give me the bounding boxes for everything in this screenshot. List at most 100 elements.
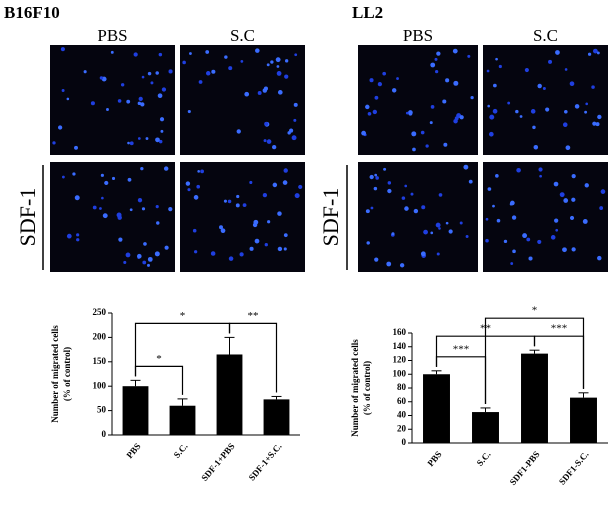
cell-dot [401,196,406,200]
cell-dot [599,206,604,210]
cell-dot [185,181,191,186]
cell-dot [276,71,282,76]
cell-dot [366,241,370,245]
cell-dot [486,69,490,73]
cell-dot [492,204,495,208]
cell-dot [76,238,80,242]
cell-dot [284,59,289,63]
cell-dot [147,263,150,267]
cell-dot [467,54,471,58]
cell-dot [582,219,588,224]
cell-dot [459,115,464,120]
cell-dot [554,218,559,223]
cell-dot [276,65,280,68]
cell-dot [383,167,387,171]
cell-dot [430,231,434,235]
x-tick-label: SDF-1+S.C. [247,441,284,482]
cell-dot [435,69,439,74]
x-tick-label: SDF1-PBS [508,449,542,487]
cell-dot [189,52,192,55]
panel-label: LL2 [352,3,383,22]
cell-dot [220,228,226,234]
cell-dot [488,131,494,137]
cell-dot [242,203,247,208]
cell-dot [129,208,133,212]
cell-dot [154,251,160,257]
cell-dot [435,222,441,228]
y-tick-label: 250 [93,307,107,317]
bar [472,412,499,443]
column-label: PBS [97,26,127,45]
cell-dot [294,53,298,57]
cell-dot [282,180,288,185]
cell-dot [111,176,116,181]
bar [423,374,450,443]
cell-dot [156,221,160,225]
cell-dot [298,184,303,190]
cell-dot [487,104,490,108]
cell-dot [434,57,438,61]
y-tick-label: 0 [402,437,407,447]
cell-dot [155,71,159,75]
cell-dot [507,101,511,105]
micrograph [358,45,478,155]
cell-dot [61,175,65,179]
cell-dot [452,48,458,54]
cell-dot [532,125,536,130]
bracket-line [484,317,585,404]
cell-dot [459,221,463,225]
cell-dot [219,225,223,230]
cell-dot [539,174,542,178]
cell-dot [141,207,146,211]
cell-dot [101,196,104,200]
cell-dot [387,181,392,185]
x-tick-label: SDF-1+PBS [199,441,236,483]
cell-dot [485,217,489,221]
cell-dot [386,261,392,267]
cell-dot [411,131,417,137]
micrograph [50,45,175,155]
column-label: S.C [230,26,255,45]
row-label: SDF-1 [318,188,343,247]
cell-dot [585,102,589,106]
cell-dot [555,50,560,55]
cell-dot [542,86,546,90]
x-tick-label: PBS [425,449,443,468]
cell-dot [211,69,216,74]
cell-dot [102,213,108,219]
cell-dot [569,81,575,87]
cell-dot [126,99,131,104]
cell-dot [291,135,297,141]
cell-dot [519,115,523,118]
cell-dot [255,48,260,53]
cell-dot [374,95,379,100]
x-tick-label: S.C. [475,449,493,468]
y-tick-label: 80 [397,382,407,392]
cell-dot [587,52,592,56]
cell-dot [266,63,270,67]
cell-dot [263,139,267,143]
cell-dot [262,192,268,198]
cell-dot [236,129,241,134]
cell-dot [423,229,428,235]
cell-dot [267,220,271,224]
cell-dot [60,47,65,52]
cell-dot [196,184,201,189]
cell-dot [436,51,441,56]
cell-dot [227,199,232,204]
cell-dot [597,114,602,120]
cell-dot [495,57,498,61]
cell-dot [410,192,414,196]
cell-dot [228,66,233,71]
cell-dot [382,71,387,76]
cell-dot [516,167,521,173]
cell-dot [495,174,499,178]
row-label: SDF-1 [15,188,40,247]
cell-dot [187,188,191,192]
cell-dot [249,180,253,185]
cell-dot [52,141,56,145]
cell-dot [266,139,272,144]
y-tick-label: 140 [393,341,407,351]
cell-dot [592,48,598,54]
cell-dot [438,227,441,230]
